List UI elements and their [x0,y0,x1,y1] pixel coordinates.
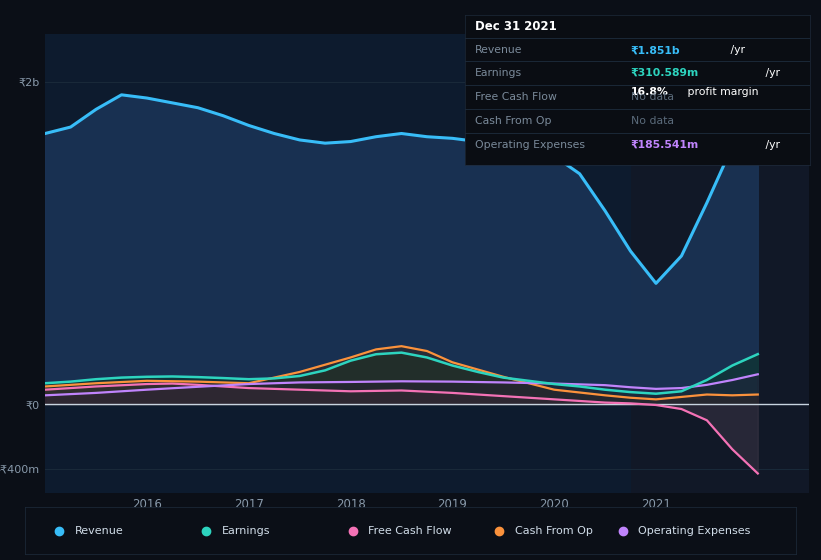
Text: Dec 31 2021: Dec 31 2021 [475,20,557,32]
Text: Earnings: Earnings [475,68,522,78]
Bar [631,34,809,493]
Text: /yr: /yr [727,45,745,55]
Text: Cash From Op: Cash From Op [515,526,593,535]
Text: profit margin: profit margin [684,86,759,96]
Text: No data: No data [631,116,673,126]
Text: ₹310.589m: ₹310.589m [631,68,699,78]
Text: /yr: /yr [762,68,780,78]
Text: /yr: /yr [762,140,780,150]
Text: Operating Expenses: Operating Expenses [475,140,585,150]
Text: No data: No data [631,92,673,102]
Text: Earnings: Earnings [222,526,270,535]
Text: Cash From Op: Cash From Op [475,116,552,126]
Text: Free Cash Flow: Free Cash Flow [475,92,557,102]
Text: Revenue: Revenue [475,45,523,55]
Text: Revenue: Revenue [75,526,123,535]
Text: Operating Expenses: Operating Expenses [638,526,750,535]
Text: Free Cash Flow: Free Cash Flow [368,526,452,535]
Text: 16.8%: 16.8% [631,86,668,96]
Text: ₹1.851b: ₹1.851b [631,45,681,55]
Text: ₹185.541m: ₹185.541m [631,140,699,150]
